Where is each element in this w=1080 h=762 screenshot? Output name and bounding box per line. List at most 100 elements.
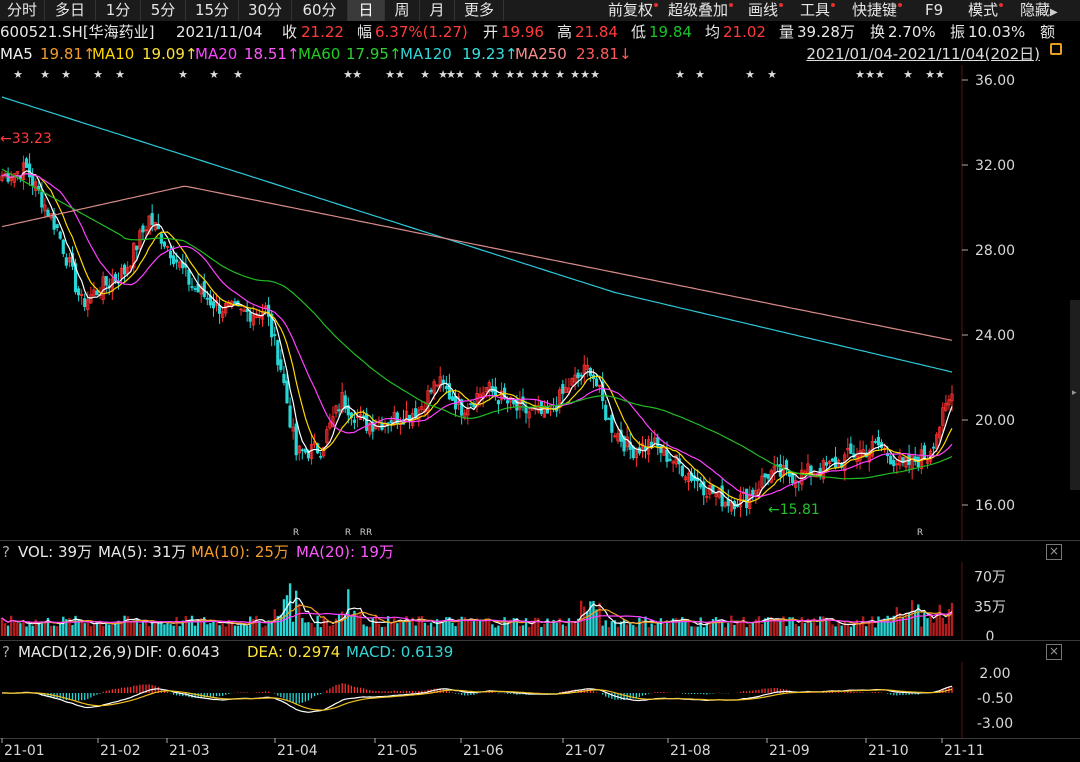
shortcut-button[interactable]: 快捷键 bbox=[852, 0, 903, 21]
candle[interactable] bbox=[43, 197, 47, 219]
event-star-icon[interactable]: ★ bbox=[695, 68, 705, 81]
event-star-icon[interactable]: ★ bbox=[115, 68, 125, 81]
candle[interactable] bbox=[285, 371, 289, 404]
candle[interactable] bbox=[714, 492, 718, 506]
event-star-icon[interactable]: ★ bbox=[40, 68, 50, 81]
candle[interactable] bbox=[233, 298, 237, 305]
candle[interactable] bbox=[616, 426, 620, 444]
event-star-icon[interactable]: ★ bbox=[580, 68, 590, 81]
event-star-icon[interactable]: ★ bbox=[233, 68, 243, 81]
candle[interactable] bbox=[159, 231, 163, 250]
candle[interactable] bbox=[794, 474, 798, 497]
candle[interactable] bbox=[490, 378, 494, 398]
candle[interactable] bbox=[444, 375, 448, 394]
help-icon[interactable]: ? bbox=[2, 643, 10, 661]
event-star-icon[interactable]: ★ bbox=[61, 68, 71, 81]
candle[interactable] bbox=[129, 265, 133, 271]
event-star-icon[interactable]: ★ bbox=[935, 68, 945, 81]
candle[interactable] bbox=[377, 416, 381, 432]
candle[interactable] bbox=[135, 245, 139, 261]
f9-button[interactable]: F9 bbox=[925, 1, 944, 19]
candle[interactable] bbox=[429, 387, 433, 395]
candle[interactable] bbox=[193, 285, 197, 292]
tab-more[interactable]: 更多 bbox=[455, 0, 504, 21]
candle[interactable] bbox=[797, 480, 801, 492]
candle[interactable] bbox=[873, 438, 877, 444]
candle[interactable] bbox=[9, 171, 13, 186]
candle[interactable] bbox=[239, 308, 243, 316]
tab-60min[interactable]: 60分 bbox=[292, 0, 348, 21]
candle[interactable] bbox=[870, 435, 874, 458]
candle[interactable] bbox=[291, 418, 295, 440]
candle[interactable] bbox=[55, 223, 59, 232]
candle[interactable] bbox=[438, 366, 442, 392]
macd-chart[interactable]: 2.00 -0.50 -3.00 bbox=[0, 662, 1080, 738]
event-star-icon[interactable]: ★ bbox=[515, 68, 525, 81]
candle[interactable] bbox=[582, 355, 586, 384]
candle[interactable] bbox=[800, 461, 804, 491]
candle[interactable] bbox=[466, 403, 470, 425]
candle[interactable] bbox=[561, 379, 565, 404]
event-star-icon[interactable]: ★ bbox=[395, 68, 405, 81]
close-macd-icon[interactable]: × bbox=[1046, 644, 1062, 660]
candle[interactable] bbox=[355, 409, 360, 428]
candle[interactable] bbox=[935, 432, 939, 453]
tools-button[interactable]: 工具 bbox=[800, 0, 836, 21]
candle[interactable] bbox=[861, 440, 865, 459]
candle[interactable] bbox=[325, 425, 329, 447]
candle[interactable] bbox=[450, 389, 455, 402]
candle[interactable] bbox=[31, 168, 35, 195]
candle[interactable] bbox=[475, 386, 479, 413]
candle[interactable] bbox=[27, 153, 32, 186]
candle[interactable] bbox=[371, 414, 375, 440]
candle[interactable] bbox=[640, 436, 645, 458]
candle[interactable] bbox=[343, 390, 347, 414]
candle[interactable] bbox=[346, 397, 350, 424]
candle[interactable] bbox=[671, 459, 675, 473]
candle[interactable] bbox=[208, 289, 212, 309]
event-star-icon[interactable]: ★ bbox=[570, 68, 580, 81]
candle[interactable] bbox=[334, 404, 338, 418]
tab-30min[interactable]: 30分 bbox=[239, 0, 292, 21]
candle[interactable] bbox=[162, 240, 167, 249]
tab-multiday[interactable]: 多日 bbox=[45, 0, 96, 21]
candle[interactable] bbox=[643, 439, 648, 459]
candle[interactable] bbox=[843, 451, 847, 481]
event-star-icon[interactable]: ★ bbox=[93, 68, 103, 81]
candle[interactable] bbox=[530, 407, 534, 411]
candle[interactable] bbox=[772, 455, 776, 481]
event-star-icon[interactable]: ★ bbox=[865, 68, 875, 81]
candle[interactable] bbox=[64, 253, 68, 269]
candle[interactable] bbox=[766, 474, 770, 486]
candle[interactable] bbox=[187, 268, 191, 292]
candle[interactable] bbox=[628, 433, 632, 460]
tab-5min[interactable]: 5分 bbox=[141, 0, 186, 21]
event-star-icon[interactable]: ★ bbox=[420, 68, 430, 81]
candle[interactable] bbox=[895, 459, 899, 474]
candle[interactable] bbox=[947, 395, 951, 410]
candle[interactable] bbox=[686, 471, 691, 491]
event-star-icon[interactable]: ★ bbox=[875, 68, 885, 81]
candle[interactable] bbox=[604, 400, 608, 422]
event-star-icon[interactable]: ★ bbox=[903, 68, 913, 81]
candle[interactable] bbox=[61, 238, 65, 258]
candle[interactable] bbox=[89, 286, 93, 304]
candle[interactable] bbox=[518, 391, 522, 419]
candle[interactable] bbox=[683, 474, 687, 484]
candle[interactable] bbox=[463, 409, 467, 421]
event-star-icon[interactable]: ★ bbox=[352, 68, 362, 81]
tab-intraday[interactable]: 分时 bbox=[0, 0, 45, 21]
candle[interactable] bbox=[58, 230, 62, 240]
candle[interactable] bbox=[478, 387, 482, 407]
event-star-icon[interactable]: ★ bbox=[343, 68, 353, 81]
candle[interactable] bbox=[729, 497, 733, 515]
candle[interactable] bbox=[751, 487, 755, 501]
event-star-icon[interactable]: ★ bbox=[767, 68, 777, 81]
candle[interactable] bbox=[833, 446, 838, 470]
event-star-icon[interactable]: ★ bbox=[178, 68, 188, 81]
candle[interactable] bbox=[916, 456, 920, 472]
candle[interactable] bbox=[588, 366, 592, 382]
candle[interactable] bbox=[67, 252, 72, 268]
candle[interactable] bbox=[420, 401, 424, 413]
tab-monthly[interactable]: 月 bbox=[420, 0, 455, 21]
